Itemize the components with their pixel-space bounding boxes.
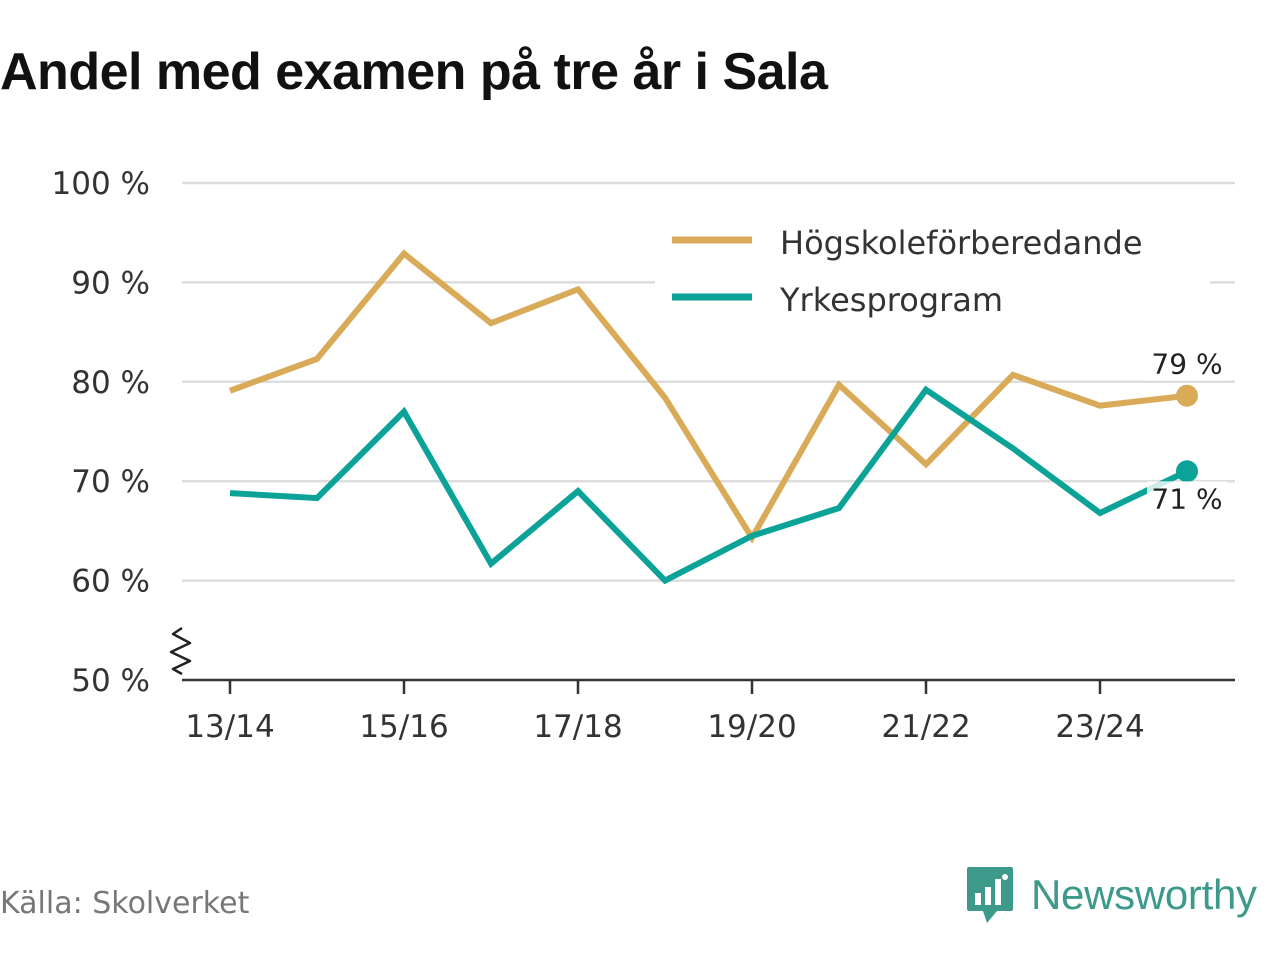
x-tick-label: 19/20 bbox=[707, 709, 796, 745]
source-note: Källa: Skolverket bbox=[0, 886, 250, 921]
y-tick-label: 90 % bbox=[71, 265, 150, 301]
legend-label-hogskoleforberedande: Högskoleförberedande bbox=[780, 224, 1143, 262]
y-tick-label: 70 % bbox=[71, 464, 150, 500]
brand-name: Newsworthy bbox=[1031, 871, 1257, 918]
newsworthy-logo-icon bbox=[967, 867, 1013, 923]
end-label-background bbox=[1147, 346, 1227, 381]
y-axis-break bbox=[169, 626, 192, 676]
y-tick-label: 80 % bbox=[71, 365, 150, 401]
y-tick-label: 60 % bbox=[71, 564, 150, 600]
end-label-background bbox=[1147, 481, 1227, 516]
legend-label-yrkesprogram: Yrkesprogram bbox=[779, 281, 1003, 319]
x-tick-label: 17/18 bbox=[533, 709, 622, 745]
end-value-label: 79 % bbox=[1151, 348, 1222, 381]
end-point-marker bbox=[1176, 460, 1198, 483]
x-axis-labels: 13/14 15/16 17/18 19/20 21/22 23/24 bbox=[185, 709, 1144, 745]
x-tick-label: 21/22 bbox=[881, 709, 970, 745]
legend: Högskoleförberedande Yrkesprogram bbox=[655, 212, 1210, 327]
end-point-marker bbox=[1176, 384, 1198, 407]
x-tick-label: 23/24 bbox=[1055, 709, 1144, 745]
legend-background bbox=[655, 212, 1210, 327]
series-line-yrkesprogram bbox=[229, 385, 1189, 585]
y-axis-labels: 50 % 60 % 70 % 80 % 90 % 100 % bbox=[52, 166, 150, 699]
axis-break-zigzag bbox=[169, 626, 192, 676]
brand: Newsworthy bbox=[965, 865, 1257, 925]
y-tick-label: 100 % bbox=[52, 166, 150, 202]
chart-title: Andel med examen på tre år i Sala bbox=[0, 43, 828, 101]
series-lines bbox=[228, 249, 1189, 585]
x-tick-label: 13/14 bbox=[185, 709, 274, 745]
y-tick-label: 50 % bbox=[71, 663, 150, 699]
end-points: 79 % 71 % bbox=[1147, 346, 1227, 516]
series-line-hogskoleforberedande bbox=[228, 249, 1188, 544]
x-axis bbox=[182, 678, 1235, 694]
x-tick-label: 15/16 bbox=[359, 709, 448, 745]
end-value-label: 71 % bbox=[1151, 482, 1222, 515]
